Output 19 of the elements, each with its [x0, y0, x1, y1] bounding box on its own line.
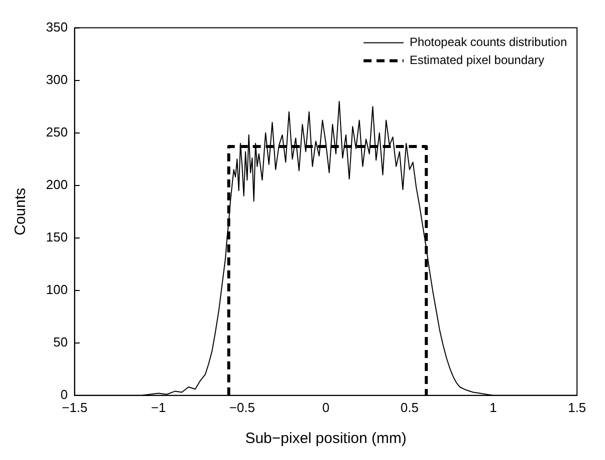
y-tick-label: 200 — [46, 176, 68, 192]
x-tick-label: 0 — [322, 400, 330, 415]
y-tick-label: 150 — [46, 229, 68, 244]
y-tick-label: 300 — [46, 72, 68, 87]
y-tick-label: 250 — [46, 124, 68, 140]
x-tick-label: −0.5 — [229, 400, 255, 415]
y-tick-label: 0 — [60, 386, 68, 402]
y-axis-title: Counts — [12, 188, 30, 236]
x-tick-label: −1 — [150, 400, 166, 415]
legend-label: Photopeak counts distribution — [410, 35, 567, 50]
x-tick-label: 0.5 — [400, 400, 419, 415]
x-tick-label: −1.5 — [62, 400, 88, 415]
x-tick-label: 1 — [490, 400, 497, 415]
y-tick-label: 100 — [46, 282, 68, 297]
y-tick-label: 50 — [53, 334, 68, 350]
y-tick-label: 350 — [46, 19, 68, 34]
x-axis-title: Sub−pixel position (mm) — [245, 430, 407, 448]
legend-label: Estimated pixel boundary — [410, 53, 544, 68]
x-tick-label: 1.5 — [568, 400, 586, 415]
